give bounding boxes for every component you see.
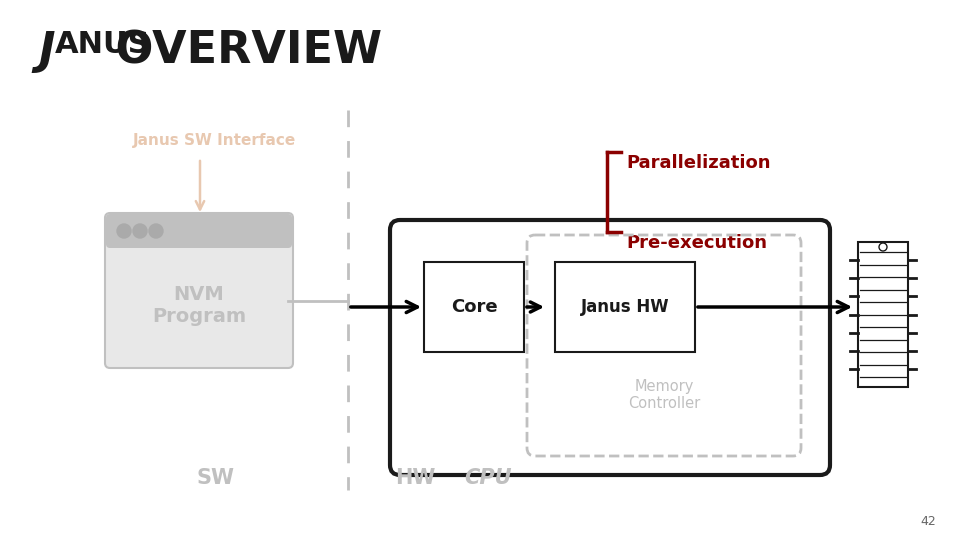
Text: Parallelization: Parallelization: [626, 154, 771, 172]
Bar: [858, 242, 908, 387]
Circle shape: [117, 224, 131, 238]
Text: HW: HW: [395, 468, 435, 488]
Text: Janus SW Interface: Janus SW Interface: [133, 132, 297, 147]
FancyBboxPatch shape: [424, 262, 524, 352]
FancyBboxPatch shape: [105, 213, 293, 368]
Text: Pre-execution: Pre-execution: [626, 234, 767, 252]
Bar: [110, 236, 288, 244]
Circle shape: [133, 224, 147, 238]
Text: Janus HW: Janus HW: [581, 298, 669, 316]
Circle shape: [149, 224, 163, 238]
Text: J: J: [38, 30, 55, 73]
Text: Core: Core: [450, 298, 497, 316]
FancyBboxPatch shape: [555, 262, 695, 352]
FancyBboxPatch shape: [106, 214, 292, 248]
Text: SW: SW: [196, 468, 234, 488]
Text: NVM
Program: NVM Program: [152, 285, 246, 326]
Circle shape: [879, 243, 887, 251]
Text: 42: 42: [920, 515, 936, 528]
Text: CPU: CPU: [465, 468, 512, 488]
Text: OVERVIEW: OVERVIEW: [100, 30, 382, 73]
Text: ANUS: ANUS: [55, 30, 151, 59]
FancyBboxPatch shape: [390, 220, 830, 475]
Text: Memory
Controller: Memory Controller: [628, 379, 700, 411]
